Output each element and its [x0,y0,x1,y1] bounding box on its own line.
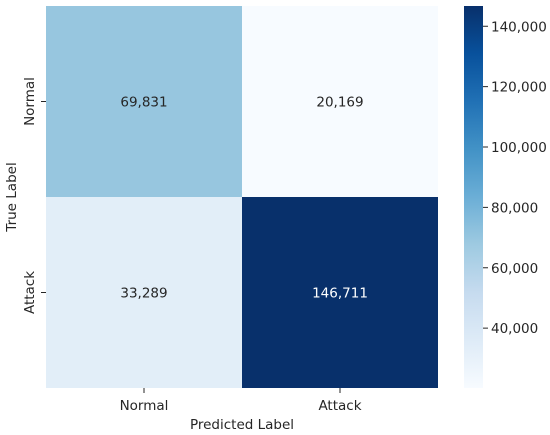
x-axis-ticks: Normal Attack [120,388,362,414]
colorbar-tick-label: 140,000 [491,19,547,35]
y-axis-ticks: Normal Attack [22,77,46,314]
colorbar-ticks: 40,000 60,000 80,000 100,000 120,000 140,000 [483,19,547,337]
cell-value-label: 33,289 [120,286,167,302]
y-tick-label: Normal [22,77,38,126]
heatmap-cell [46,6,242,197]
cell-value-label: 146,711 [312,286,368,302]
heatmap-cell [242,6,438,197]
x-tick-label: Attack [318,398,361,414]
colorbar-tick-label: 100,000 [491,140,547,156]
heatmap-cell [242,197,438,388]
colorbar-tick-label: 80,000 [491,200,538,216]
cell-value-label: 69,831 [120,95,167,111]
cell-value-label: 20,169 [316,95,363,111]
heatmap-cell [46,197,242,388]
y-tick-label: Attack [22,271,38,314]
colorbar [464,6,483,388]
x-axis-label: Predicted Label [190,417,294,433]
colorbar-tick-label: 120,000 [491,80,547,96]
y-axis-label: True Label [4,162,20,232]
heatmap-cells: 69,831 20,169 33,289 146,711 [46,6,438,388]
x-tick-label: Normal [120,398,169,414]
colorbar-tick-label: 40,000 [491,321,538,337]
colorbar-tick-label: 60,000 [491,261,538,277]
